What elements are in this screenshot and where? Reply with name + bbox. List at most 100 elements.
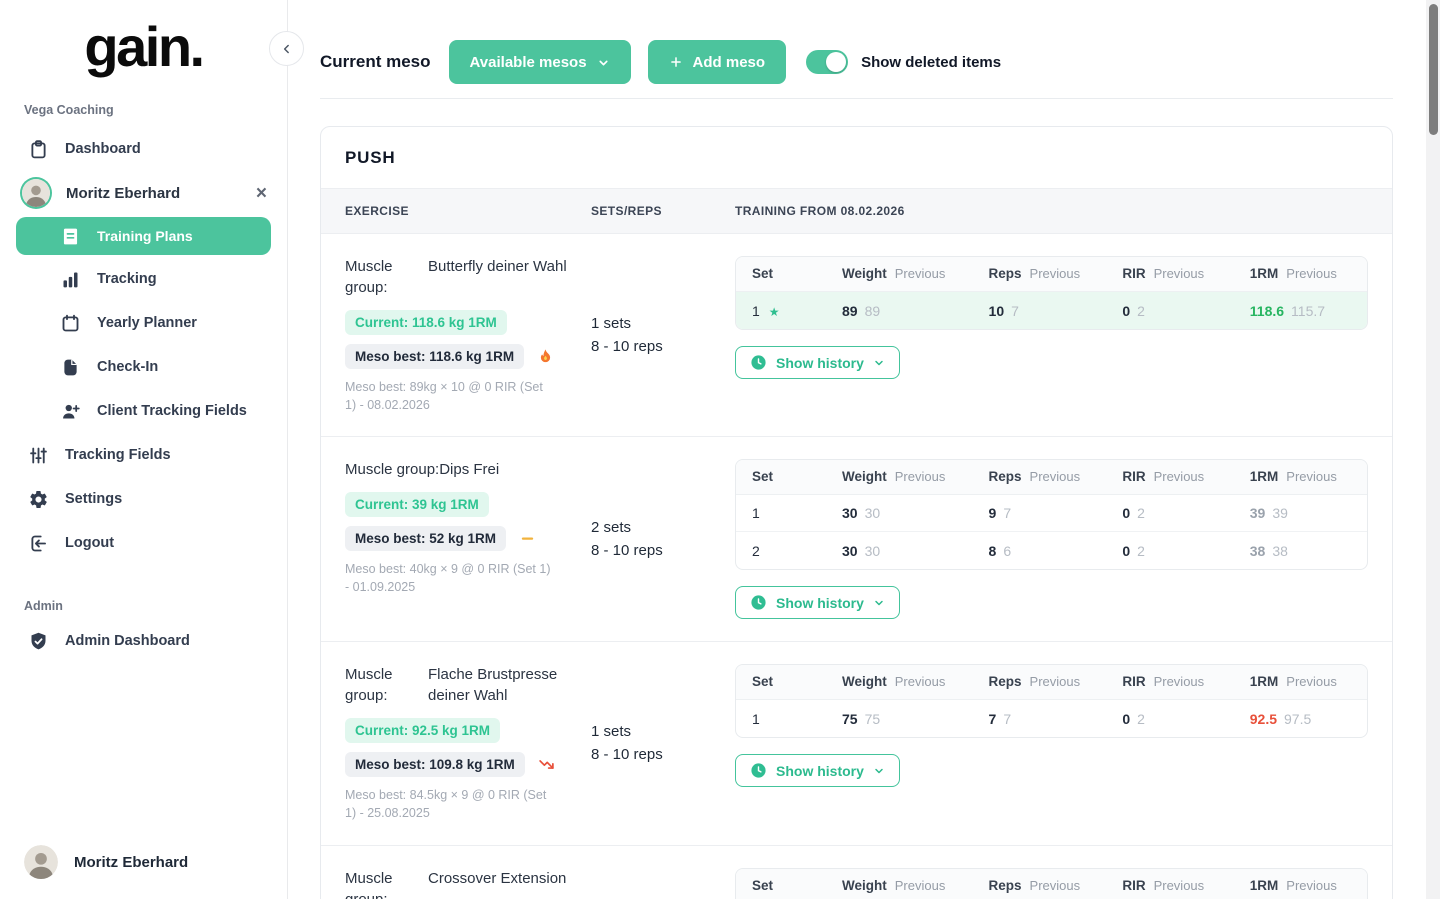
- column-sets-reps: SETS/REPS: [591, 204, 662, 218]
- clock-icon: [751, 355, 766, 370]
- topbar-divider: [320, 98, 1393, 99]
- gear-icon: [28, 489, 49, 510]
- exercise-info: Muscle group: Flache Brustpresse deiner W…: [345, 664, 591, 822]
- show-deleted-label: Show deleted items: [861, 53, 1002, 71]
- toggle-knob: [826, 52, 847, 72]
- chevron-left-icon: [280, 42, 294, 56]
- exercise-list: Muscle group: Butterfly deiner Wahl Curre…: [321, 234, 1392, 899]
- add-meso-button[interactable]: Add meso: [647, 40, 787, 84]
- meso-best-badge: Meso best: 109.8 kg 1RM: [345, 752, 525, 778]
- set-table: Set Weight Previous Reps Previous RIR Previ…: [735, 664, 1368, 739]
- person-plus-icon: [60, 401, 81, 422]
- panel-title: PUSH: [345, 148, 396, 167]
- exercise-name: Flache Brustpresse deiner Wahl: [428, 666, 558, 705]
- exercise-name: Butterfly deiner Wahl: [428, 258, 567, 275]
- exercise-row: Muscle group: Butterfly deiner Wahl Curre…: [321, 234, 1392, 438]
- topbar: Current meso Available mesos Add meso Sh…: [320, 40, 1393, 84]
- set-table-column: Set Weight Previous Reps Previous RIR Previ…: [735, 256, 1368, 414]
- exercise-info: Muscle group:Dips Frei Current: 39 kg 1R…: [345, 459, 591, 619]
- exercise-info: Muscle group:Crossover Extension Current…: [345, 868, 591, 899]
- admin-section-label: Admin: [24, 599, 63, 613]
- show-deleted-toggle[interactable]: [806, 50, 849, 74]
- sidebar-item-check-in[interactable]: Check-In: [0, 345, 287, 389]
- show-history-button[interactable]: Show history: [735, 346, 900, 379]
- panel-column-headers: EXERCISE SETS/REPS TRAINING FROM 08.02.2…: [321, 188, 1392, 234]
- sidebar-item-logout[interactable]: Logout: [0, 521, 287, 565]
- column-training-from: TRAINING FROM 08.02.2026: [735, 204, 905, 218]
- set-table: Set Weight Previous Reps Previous RIR Previ…: [735, 459, 1368, 571]
- sidebar-item-tracking[interactable]: Tracking: [0, 257, 287, 301]
- sets-reps-cell: 1 sets 8 - 10 reps: [591, 314, 663, 356]
- set-table: Set Weight Previous Reps Previous RIR Previ…: [735, 256, 1368, 330]
- set-table-header: Set Weight Previous Reps Previous RIR Previ…: [736, 868, 1367, 899]
- sidebar-item-settings[interactable]: Settings: [0, 477, 287, 521]
- exercise-row: Muscle group:Crossover Extension Current…: [321, 846, 1392, 899]
- meso-best-detail: Meso best: 84.5kg × 9 @ 0 RIR (Set 1) - …: [345, 788, 547, 821]
- exercise-row: Muscle group: Flache Brustpresse deiner W…: [321, 642, 1392, 846]
- sidebar: gain. Vega Coaching Dashboard Moritz Ebe…: [0, 0, 288, 899]
- dash-icon: [519, 530, 536, 547]
- document-icon: [60, 226, 81, 247]
- chevron-down-icon: [875, 600, 883, 605]
- plus-icon: [669, 55, 683, 69]
- clock-icon: [751, 763, 766, 778]
- muscle-group-label: Muscle group:: [345, 869, 393, 899]
- set-table-header: Set Weight Previous Reps Previous RIR Previ…: [736, 665, 1367, 701]
- sidebar-item-admin-dashboard[interactable]: Admin Dashboard: [0, 619, 287, 663]
- column-exercise: EXERCISE: [345, 204, 409, 218]
- fire-icon: [537, 348, 554, 365]
- set-table-column: Set Weight Previous Reps Previous RIR Previ…: [735, 867, 1368, 899]
- current-1rm-badge: Current: 39 kg 1RM: [345, 492, 489, 518]
- sidebar-item-dashboard[interactable]: Dashboard: [0, 127, 287, 171]
- meso-best-detail: Meso best: 89kg × 10 @ 0 RIR (Set 1) - 0…: [345, 380, 543, 413]
- set-table-header: Set Weight Previous Reps Previous RIR Previ…: [736, 460, 1367, 496]
- footer-user-name: Moritz Eberhard: [74, 853, 189, 871]
- sidebar-item-moritz-eberhard[interactable]: Moritz Eberhard ×: [0, 171, 287, 215]
- bar-chart-icon: [60, 269, 81, 290]
- note-icon: [60, 357, 81, 378]
- sidebar-collapse-button[interactable]: [269, 31, 304, 66]
- close-client-icon[interactable]: ×: [255, 182, 267, 204]
- user-avatar: [24, 845, 58, 879]
- muscle-group-label: Muscle group:: [345, 461, 440, 479]
- current-meso-label: Current meso: [320, 52, 431, 71]
- show-history-button[interactable]: Show history: [735, 586, 900, 620]
- meso-best-badge: Meso best: 118.6 kg 1RM: [345, 344, 525, 369]
- trend-down-icon: [538, 756, 555, 773]
- current-1rm-badge: Current: 92.5 kg 1RM: [345, 718, 501, 744]
- sliders-icon: [28, 445, 49, 466]
- show-history-button[interactable]: Show history: [735, 754, 900, 788]
- sets-reps-cell: 2 sets 8 - 10 reps: [591, 519, 663, 560]
- exercise-info: Muscle group: Butterfly deiner Wahl Curre…: [345, 256, 591, 414]
- star-icon: ★: [768, 304, 780, 319]
- chevron-down-icon: [875, 768, 883, 773]
- sets-reps-cell: 1 sets 8 - 10 reps: [591, 723, 663, 764]
- meso-best-badge: Meso best: 52 kg 1RM: [345, 526, 507, 552]
- meso-best-detail: Meso best: 40kg × 9 @ 0 RIR (Set 1) - 01…: [345, 562, 551, 595]
- workspace-label: Vega Coaching: [24, 103, 114, 117]
- exercise-row: Muscle group:Dips Frei Current: 39 kg 1R…: [321, 437, 1392, 643]
- sidebar-footer-user[interactable]: Moritz Eberhard: [0, 835, 287, 889]
- vertical-scrollbar: [1426, 0, 1440, 899]
- muscle-group-label: Muscle group:: [345, 258, 393, 296]
- set-table-column: Set Weight Previous Reps Previous RIR Previ…: [735, 459, 1368, 620]
- scrollbar-thumb[interactable]: [1428, 4, 1438, 135]
- set-table: Set Weight Previous Reps Previous RIR Previ…: [735, 867, 1368, 899]
- sidebar-item-training-plans[interactable]: Training Plans: [16, 217, 271, 255]
- chevron-down-icon: [875, 360, 883, 365]
- set-table-header: Set Weight Previous Reps Previous RIR Previ…: [736, 257, 1367, 292]
- muscle-group-label: Muscle group:: [345, 666, 393, 705]
- chevron-down-icon: [597, 56, 610, 69]
- clock-icon: [751, 595, 766, 610]
- exercise-name: Crossover Extension: [428, 869, 567, 887]
- sidebar-item-tracking-fields[interactable]: Tracking Fields: [0, 433, 287, 477]
- available-mesos-button[interactable]: Available mesos: [448, 40, 631, 84]
- sidebar-item-client-tracking-fields[interactable]: Client Tracking Fields: [0, 389, 287, 433]
- sidebar-item-yearly-planner[interactable]: Yearly Planner: [0, 301, 287, 345]
- client-avatar: [22, 179, 50, 207]
